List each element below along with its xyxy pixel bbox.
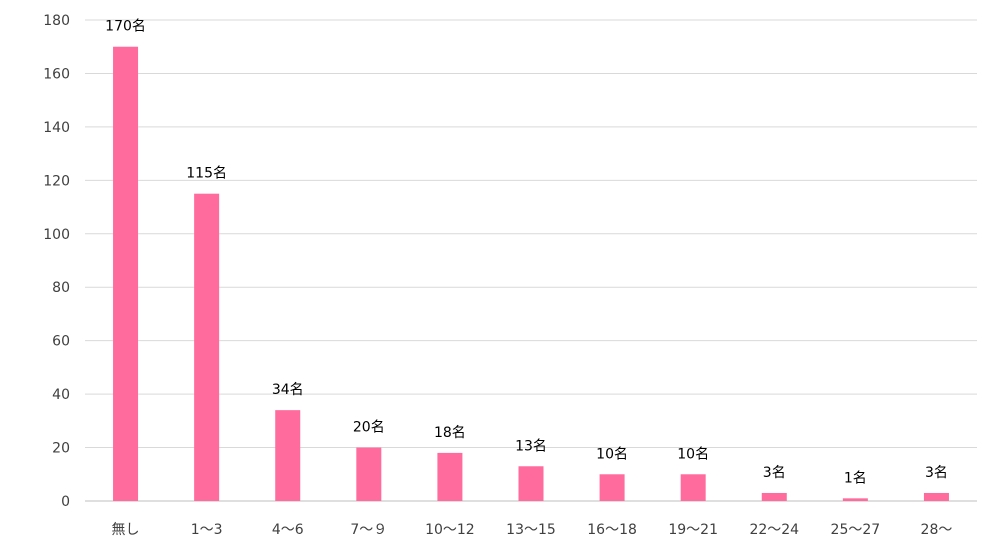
x-tick-label: 4～6 [272,522,304,538]
y-tick-label: 160 [43,66,70,82]
data-labels: 170名 115名 34名 20名 18名 13名 10名 10名 3名 1名 3名 [105,19,948,487]
y-tick-label: 20 [52,441,70,457]
bar [680,474,706,501]
data-label: 170名 [105,19,146,35]
x-tick-label: 28～ [921,522,953,538]
data-label: 34名 [272,382,304,398]
bar-series [113,46,949,501]
y-tick-label: 100 [43,227,70,243]
data-label: 18名 [434,425,466,441]
x-tick-label: 無し [112,522,140,538]
x-tick-label: 16～18 [587,522,637,538]
x-tick-label: 19～21 [668,522,718,538]
bar [761,492,787,501]
data-label: 1名 [844,470,867,486]
data-label: 10名 [677,446,709,462]
y-axis: 0 20 40 60 80 100 120 140 160 180 [43,13,70,510]
bar [437,452,463,501]
bar [518,466,544,501]
data-label: 3名 [763,465,786,481]
y-tick-label: 180 [43,13,70,29]
bar [356,447,382,501]
bar [842,498,868,501]
data-label: 3名 [925,465,948,481]
data-label: 115名 [186,166,227,182]
x-tick-label: 25～27 [831,522,881,538]
data-label: 10名 [596,446,628,462]
x-tick-label: 10～12 [425,522,475,538]
x-tick-label: 22～24 [749,522,799,538]
y-tick-label: 0 [61,494,70,510]
bar [923,492,949,501]
x-tick-label: 1～3 [191,522,223,538]
data-label: 20名 [353,420,385,436]
y-tick-label: 40 [52,387,70,403]
x-tick-label: 7～９ [350,522,387,538]
y-tick-label: 140 [43,120,70,136]
y-tick-label: 120 [43,173,70,189]
x-tick-label: 13～15 [506,522,556,538]
bar [194,193,220,501]
bar [275,410,301,501]
data-label: 13名 [515,438,547,454]
bar [599,474,625,501]
gridlines [85,19,977,502]
x-axis: 無し 1～3 4～6 7～９ 10～12 13～15 16～18 19～21 22～24 25～2… [112,522,953,538]
bar [113,46,139,501]
y-tick-label: 60 [52,334,70,350]
y-tick-label: 80 [52,280,70,296]
